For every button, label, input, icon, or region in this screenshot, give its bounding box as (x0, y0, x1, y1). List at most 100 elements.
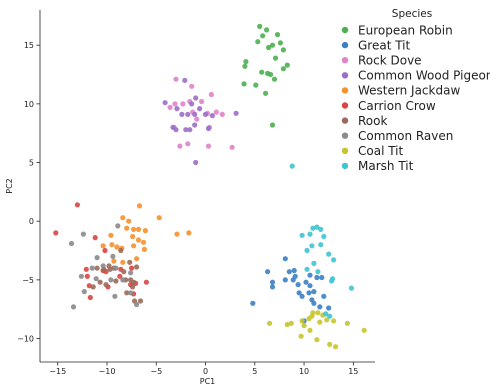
data-point-european-robin-20 (263, 90, 269, 96)
data-point-rook-12 (113, 278, 119, 284)
data-point-carrion-crow-4 (83, 266, 89, 272)
data-point-coal-tit-3 (299, 318, 305, 324)
data-point-coal-tit-6 (310, 310, 316, 316)
data-point-great-tit-12 (314, 274, 320, 281)
data-points-layer (53, 23, 367, 350)
data-point-common-wood-pigeon-1 (182, 77, 188, 83)
data-point-western-jackdaw-9 (186, 230, 192, 236)
data-point-common-raven-10 (93, 276, 99, 282)
data-point-european-robin-15 (280, 66, 286, 72)
data-point-common-raven-17 (134, 301, 140, 308)
legend-marker-carrion-crow (341, 102, 349, 109)
data-point-rock-dove-4 (199, 98, 205, 105)
legend-marker-marsh-tit (341, 162, 349, 170)
data-point-european-robin-21 (269, 122, 276, 128)
data-point-western-jackdaw-4 (131, 226, 137, 232)
data-point-common-wood-pigeon-2 (189, 101, 195, 107)
data-point-rook-11 (130, 284, 136, 290)
data-point-western-jackdaw-12 (140, 239, 147, 245)
data-point-marsh-tit-10 (326, 251, 332, 257)
data-point-marsh-tit-8 (309, 243, 315, 249)
data-point-common-wood-pigeon-8 (202, 111, 209, 117)
data-point-coal-tit-1 (284, 321, 290, 328)
data-point-common-raven-5 (100, 263, 106, 269)
data-point-western-jackdaw-7 (156, 215, 162, 221)
y-tick-label: 0 (29, 217, 34, 226)
data-point-great-tit-19 (311, 300, 317, 306)
data-point-great-tit-7 (292, 273, 298, 279)
legend-marker-western-jackdaw (341, 87, 349, 94)
legend-label-western-jackdaw: Western Jackdaw (358, 84, 460, 98)
data-point-rook-17 (137, 298, 144, 304)
data-point-great-tit-5 (291, 267, 297, 274)
data-point-western-jackdaw-1 (126, 218, 132, 224)
legend-label-common-wood-pigeon: Common Wood Pigeon (358, 69, 490, 83)
data-point-coal-tit-16 (327, 341, 333, 347)
data-point-carrion-crow-10 (117, 273, 123, 279)
data-point-marsh-tit-13 (315, 269, 321, 275)
data-point-rock-dove-7 (194, 116, 200, 122)
data-point-great-tit-17 (306, 290, 312, 296)
data-point-coal-tit-9 (317, 319, 323, 325)
data-point-carrion-crow-5 (84, 273, 90, 279)
data-point-western-jackdaw-19 (141, 246, 147, 252)
data-point-carrion-crow-3 (102, 247, 108, 254)
data-point-carrion-crow-15 (86, 283, 92, 289)
data-point-western-jackdaw-11 (135, 237, 142, 243)
data-point-common-raven-9 (78, 273, 84, 279)
data-point-western-jackdaw-3 (124, 225, 130, 231)
data-point-rock-dove-16 (205, 143, 212, 149)
data-point-western-jackdaw-16 (114, 244, 120, 250)
y-tick-label: 15 (24, 41, 34, 50)
data-point-great-tit-22 (326, 305, 332, 311)
axes-layer (39, 10, 375, 363)
data-point-common-wood-pigeon-3 (193, 95, 199, 101)
data-point-carrion-crow-9 (129, 265, 135, 271)
data-point-european-robin-10 (243, 59, 249, 65)
data-point-coal-tit-2 (288, 320, 294, 326)
data-point-rock-dove-15 (185, 141, 191, 147)
data-point-great-tit-25 (311, 289, 317, 295)
legend-marker-great-tit (341, 41, 349, 49)
data-point-western-jackdaw-10 (130, 233, 136, 240)
data-point-common-raven-11 (108, 277, 114, 283)
data-point-rock-dove-14 (177, 143, 183, 149)
x-axis-label: PC1 (200, 377, 216, 386)
data-point-marsh-tit-9 (304, 247, 310, 254)
data-point-marsh-tit-7 (318, 242, 324, 248)
y-tick-label: 5 (29, 159, 34, 168)
data-point-marsh-tit-2 (314, 224, 320, 230)
data-point-great-tit-1 (265, 269, 271, 275)
data-point-great-tit-11 (307, 283, 313, 289)
data-point-marsh-tit-16 (329, 278, 335, 284)
data-point-marsh-tit-17 (348, 285, 354, 291)
data-point-western-jackdaw-22 (111, 258, 117, 264)
data-point-great-tit-15 (282, 277, 288, 283)
data-point-common-wood-pigeon-6 (185, 111, 191, 117)
data-point-marsh-tit-6 (321, 233, 327, 240)
data-point-rook-7 (134, 264, 140, 270)
data-point-western-jackdaw-21 (120, 259, 126, 265)
data-point-rook-15 (90, 284, 96, 290)
data-point-great-tit-14 (296, 290, 302, 296)
data-point-common-raven-3 (94, 255, 100, 261)
data-point-marsh-tit-1 (310, 225, 316, 231)
data-point-coal-tit-17 (344, 320, 350, 326)
data-point-carrion-crow-16 (87, 294, 93, 301)
data-point-marsh-tit-18 (323, 311, 329, 317)
data-point-coal-tit-7 (315, 310, 321, 316)
data-point-carrion-crow-0 (74, 202, 80, 208)
data-point-common-raven-0 (115, 223, 121, 229)
data-point-great-tit-9 (307, 272, 313, 278)
data-point-european-robin-3 (274, 31, 281, 38)
data-point-european-robin-11 (242, 63, 248, 69)
data-point-marsh-tit-4 (307, 231, 313, 237)
data-point-european-robin-8 (280, 47, 286, 53)
data-point-common-wood-pigeon-5 (179, 111, 185, 117)
data-point-common-raven-12 (120, 277, 126, 283)
data-point-european-robin-9 (272, 55, 279, 61)
data-point-western-jackdaw-6 (142, 228, 148, 234)
